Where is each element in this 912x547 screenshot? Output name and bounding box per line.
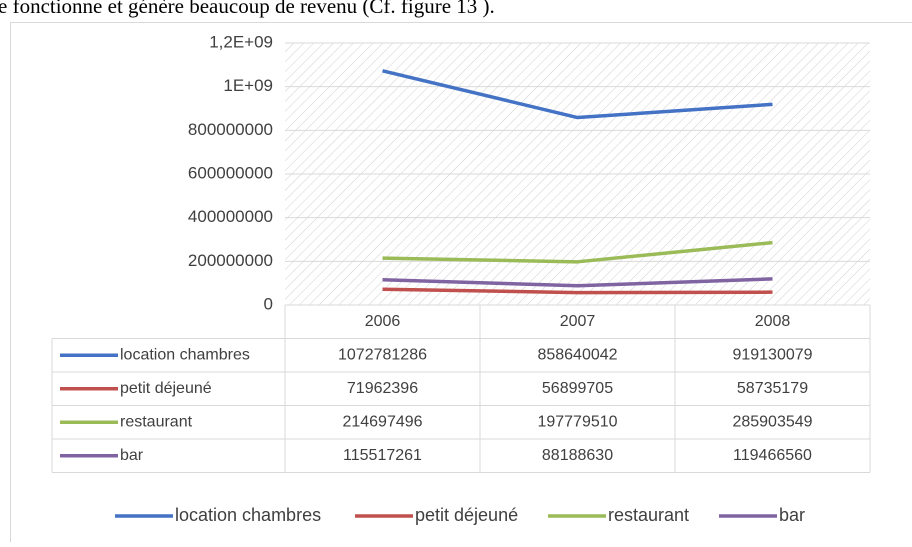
y-tick-label: 400000000: [188, 207, 273, 226]
x-tick-label: 2008: [755, 313, 791, 330]
y-tick-label: 1E+09: [223, 76, 273, 95]
table-cell: 858640042: [537, 346, 617, 363]
table-cell: 285903549: [732, 413, 812, 430]
y-tick-label: 600000000: [188, 163, 273, 182]
y-tick-label: 800000000: [188, 120, 273, 139]
legend-label: petit déjeuné: [415, 505, 518, 525]
x-tick-label: 2006: [365, 313, 401, 330]
table-row-label: petit déjeuné: [120, 380, 212, 397]
table-cell: 119466560: [733, 447, 812, 464]
table-cell: 58735179: [737, 380, 808, 397]
table-cell: 71962396: [347, 380, 418, 397]
table-cell: 214697496: [342, 413, 422, 430]
table-row-label: bar: [120, 447, 144, 464]
x-tick-label: 2007: [560, 313, 596, 330]
legend-label: bar: [779, 505, 805, 525]
y-tick-label: 0: [264, 294, 273, 313]
table-cell: 919130079: [732, 346, 812, 363]
table-cell: 56899705: [542, 380, 613, 397]
y-tick-label: 200000000: [188, 251, 273, 270]
table-row-label: location chambres: [120, 346, 250, 363]
table-cell: 115517261: [343, 447, 422, 464]
legend-label: location chambres: [175, 505, 321, 525]
legend-label: restaurant: [608, 505, 689, 525]
table-cell: 88188630: [542, 447, 613, 464]
table-row-label: restaurant: [120, 413, 193, 430]
table-cell: 1072781286: [338, 346, 427, 363]
y-tick-label: 1,2E+09: [209, 32, 273, 51]
text-above: e fonctionne et génère beaucoup de reven…: [0, 0, 495, 18]
table-cell: 197779510: [537, 413, 617, 430]
